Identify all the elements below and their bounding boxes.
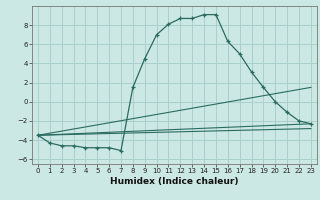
X-axis label: Humidex (Indice chaleur): Humidex (Indice chaleur) — [110, 177, 239, 186]
